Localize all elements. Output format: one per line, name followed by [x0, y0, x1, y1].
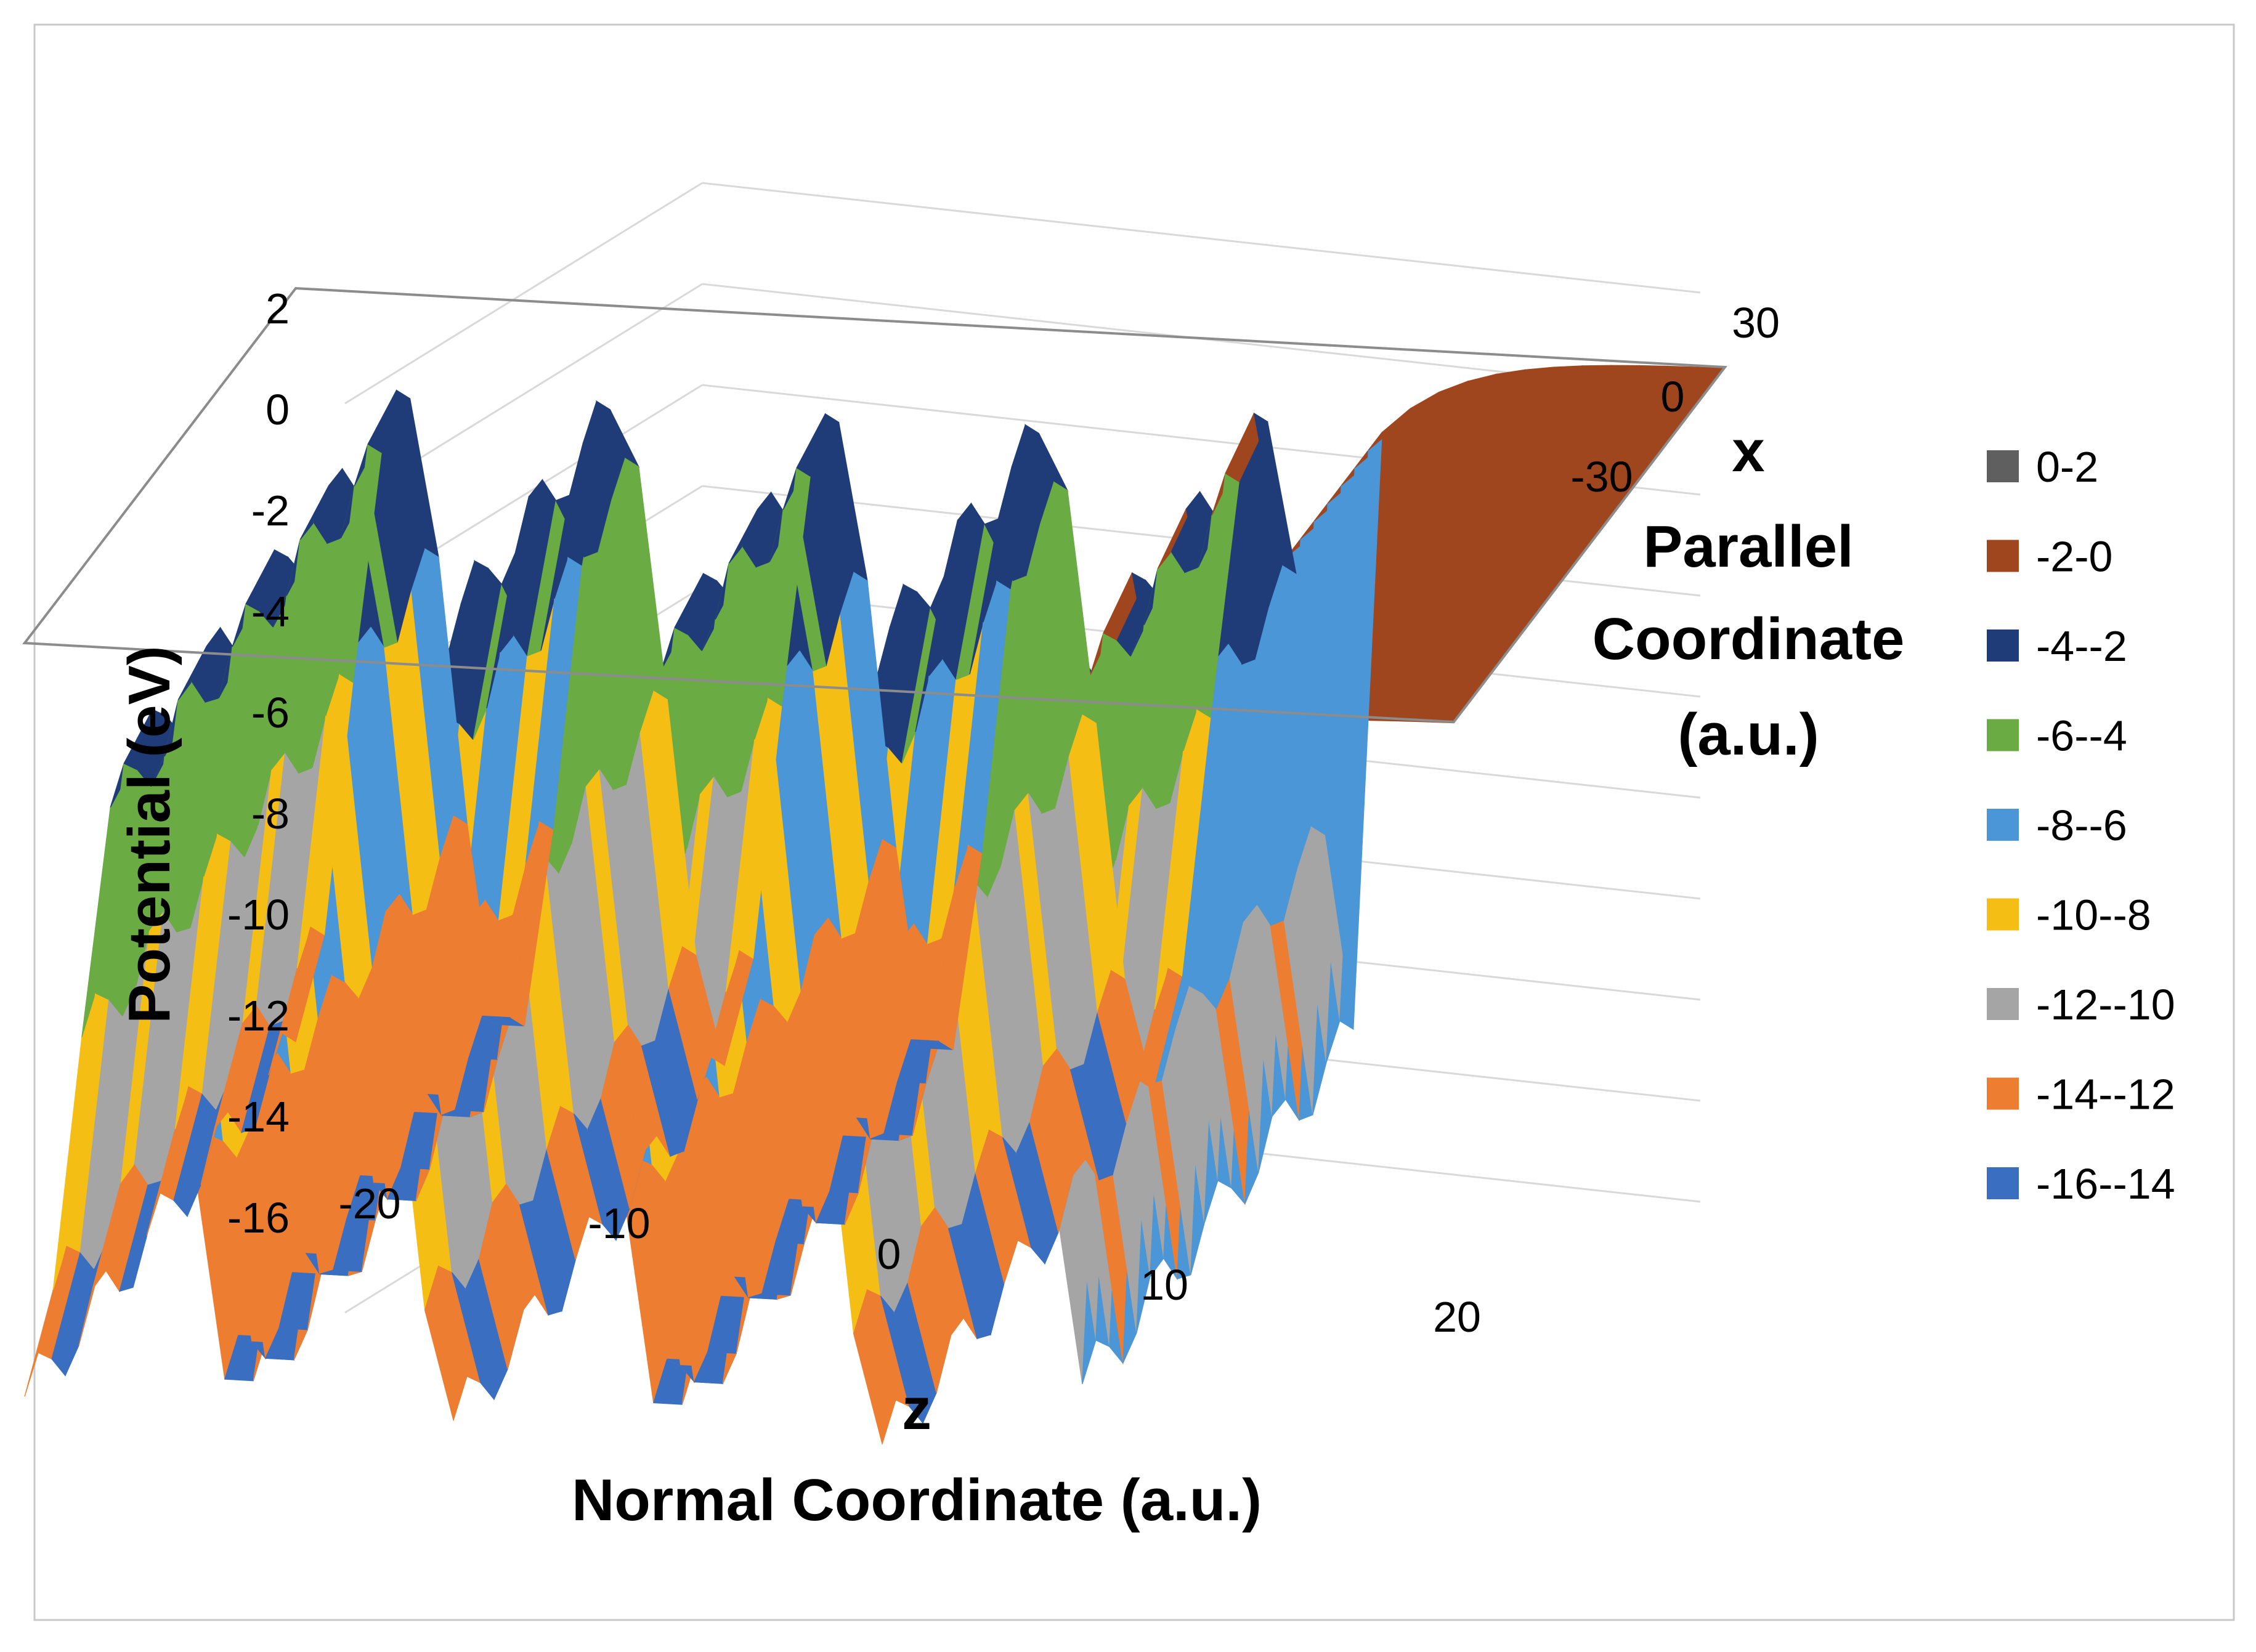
normal-tick-label: -10	[588, 1199, 650, 1247]
potential-tick-label: -4	[251, 588, 290, 636]
legend-label: -8--6	[2036, 801, 2127, 849]
gridline-back	[702, 182, 1701, 294]
legend-swatch	[1987, 450, 2019, 482]
legend-label: -6--4	[2036, 712, 2127, 760]
legend-swatch	[1987, 540, 2019, 572]
gridline-left	[344, 182, 703, 405]
legend-label: -16--14	[2036, 1160, 2175, 1208]
parallel-tick-label: -30	[1570, 453, 1633, 501]
normal-axis-ticks: -20 -10 0 10 20	[338, 1180, 1481, 1341]
potential-tick-label: -10	[227, 891, 290, 939]
parallel-axis-title-line-3: (a.u.)	[1678, 702, 1819, 767]
potential-tick-label: -8	[251, 790, 290, 838]
parallel-tick-label: 30	[1732, 299, 1780, 347]
legend-label: -14--12	[2036, 1071, 2175, 1119]
normal-axis-symbol: z	[902, 1376, 931, 1442]
legend-swatch	[1987, 898, 2019, 931]
normal-tick-label: -20	[338, 1180, 400, 1228]
potential-tick-label: -6	[251, 689, 290, 737]
legend-swatch	[1987, 630, 2019, 662]
parallel-axis-symbol: x	[1732, 418, 1764, 484]
potential-tick-label: 2	[266, 285, 290, 333]
normal-tick-label: 0	[877, 1230, 901, 1278]
zero-plane-outline	[22, 286, 1727, 724]
potential-tick-label: -16	[227, 1194, 290, 1242]
normal-tick-label: 10	[1140, 1261, 1188, 1309]
potential-tick-label: -12	[227, 992, 290, 1040]
normal-tick-label: 20	[1433, 1293, 1481, 1341]
parallel-axis-ticks: 30 0 -30	[1570, 299, 1780, 501]
normal-axis-title: Normal Coordinate (a.u.)	[572, 1467, 1262, 1533]
legend-label: -2-0	[2036, 533, 2112, 581]
legend-swatch	[1987, 988, 2019, 1020]
potential-axis-title: Potential (eV)	[116, 646, 182, 1023]
potential-tick-label: -2	[251, 487, 290, 535]
legend: 0-2 -2-0 -4--2 -6--4 -8--6 -10--8 -12--10 -14--…	[1987, 443, 2175, 1208]
parallel-axis-title-line-1: Parallel	[1643, 514, 1854, 580]
legend-swatch	[1987, 1167, 2019, 1199]
potential-axis-ticks: 2 0 -2 -4 -6 -8 -10 -12 -14 -16	[227, 285, 290, 1242]
legend-swatch	[1987, 1077, 2019, 1110]
legend-swatch	[1987, 809, 2019, 841]
legend-swatch	[1987, 719, 2019, 751]
surface-plot	[22, 286, 1727, 1446]
potential-tick-label: -14	[227, 1093, 290, 1141]
parallel-tick-label: 0	[1661, 373, 1685, 421]
potential-tick-label: 0	[266, 386, 290, 434]
parallel-axis-title-line-2: Coordinate	[1593, 606, 1905, 672]
legend-label: -12--10	[2036, 981, 2175, 1029]
legend-label: 0-2	[2036, 443, 2098, 491]
legend-label: -10--8	[2036, 891, 2151, 939]
legend-label: -4--2	[2036, 622, 2127, 670]
